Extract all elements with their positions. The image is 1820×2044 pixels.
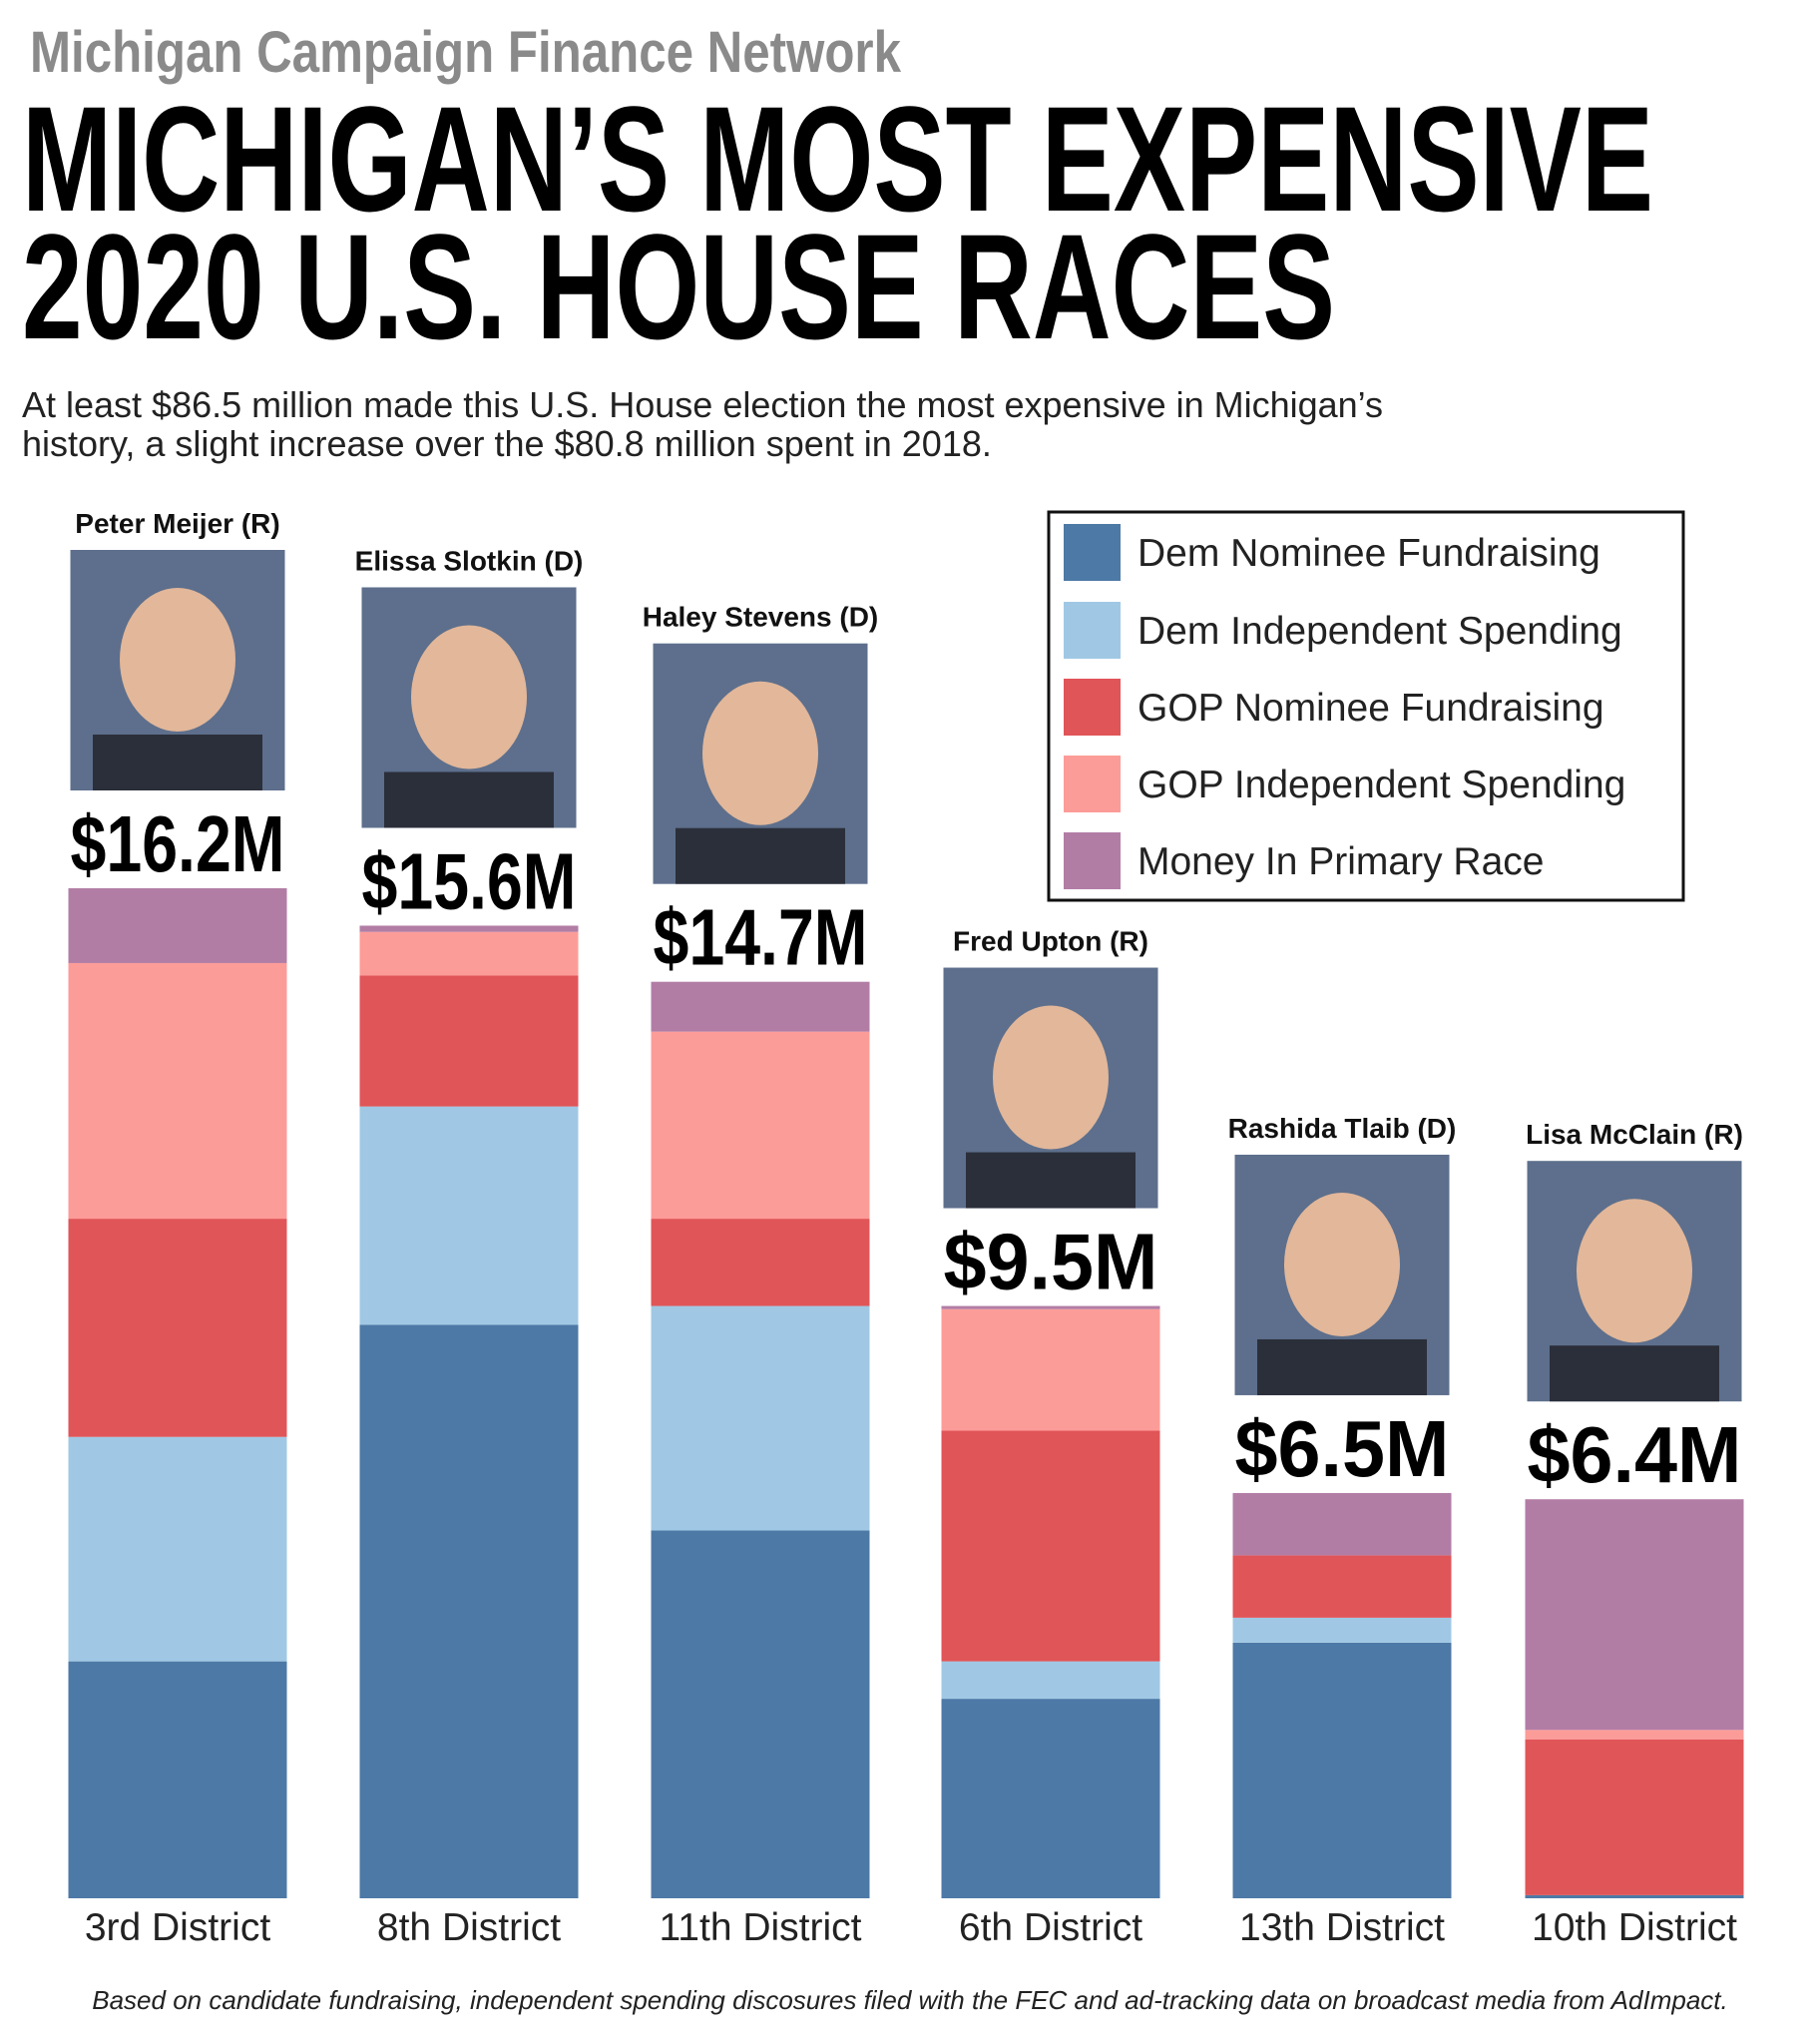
total-label: $9.5M (944, 1218, 1158, 1306)
bar-segment (1232, 1617, 1452, 1643)
legend-swatch (1064, 832, 1121, 889)
bar-segment (1232, 1642, 1452, 1898)
bar-segment (941, 1699, 1160, 1898)
total-label: $15.6M (362, 836, 577, 925)
photo-face (1284, 1192, 1400, 1336)
bar-segment (651, 1530, 870, 1898)
candidate-name: Elissa Slotkin (D) (355, 545, 584, 576)
bar-segment (651, 1305, 870, 1531)
photo-face (120, 588, 235, 732)
photo-shoulders (1257, 1338, 1427, 1395)
bar-segment (1525, 1894, 1744, 1898)
photo-face (702, 681, 818, 825)
photo-face (411, 625, 527, 769)
x-tick-label: 11th District (660, 1906, 862, 1949)
bar-segment (941, 1305, 1160, 1309)
legend-swatch (1064, 524, 1121, 581)
photo-shoulders (384, 771, 554, 828)
legend-label: GOP Independent Spending (1138, 764, 1625, 806)
legend-swatch (1064, 602, 1121, 659)
bar-segment (68, 962, 287, 1220)
chart-title: 2020 U.S. HOUSE RACES (22, 203, 1335, 370)
candidate-name: Rashida Tlaib (D) (1228, 1113, 1457, 1144)
photo-face (993, 1005, 1109, 1150)
legend-box (1047, 510, 1685, 902)
source: Michigan Campaign Finance Network (30, 20, 902, 85)
bar-segment (1525, 1739, 1744, 1895)
legend-label: GOP Nominee Fundraising (1138, 687, 1604, 730)
bar-segment (359, 931, 579, 976)
chart-title: MICHIGAN’S MOST EXPENSIVE (22, 75, 1653, 243)
legend-label: Dem Nominee Fundraising (1138, 532, 1600, 575)
candidate-name: Haley Stevens (D) (643, 602, 879, 633)
candidate-name: Fred Upton (R) (953, 926, 1148, 957)
x-tick-label: 6th District (959, 1906, 1142, 1949)
bar-segment (941, 1308, 1160, 1431)
legend-swatch (1064, 679, 1121, 736)
bar-segment (941, 1430, 1160, 1662)
bar-segment (68, 1661, 287, 1898)
bar-segment (359, 975, 579, 1107)
legend-label: Dem Independent Spending (1138, 610, 1622, 653)
bar-segment (1525, 1499, 1744, 1731)
bar-segment (941, 1661, 1160, 1700)
bar-segment (651, 1031, 870, 1220)
photo-face (1577, 1199, 1692, 1343)
x-tick-label: 13th District (1239, 1906, 1445, 1949)
bar-segment (1232, 1492, 1452, 1556)
photo-shoulders (1550, 1345, 1719, 1402)
photo-shoulders (966, 1152, 1136, 1209)
legend-swatch (1064, 756, 1121, 812)
photo-shoulders (93, 735, 262, 790)
x-tick-label: 3rd District (85, 1906, 271, 1949)
bar-segment (359, 1106, 579, 1325)
subtitle: history, a slight increase over the $80.… (22, 423, 992, 464)
legend-label: Money In Primary Race (1138, 840, 1544, 883)
photo-shoulders (676, 827, 845, 884)
bar-segment (359, 1324, 579, 1898)
total-label: $6.4M (1528, 1410, 1742, 1499)
bar-segment (68, 888, 287, 963)
bar-segment (1232, 1555, 1452, 1618)
x-tick-label: 8th District (377, 1906, 561, 1949)
total-label: $14.7M (654, 893, 868, 982)
bar-segment (359, 925, 579, 932)
x-tick-label: 10th District (1532, 1906, 1737, 1949)
candidate-name: Lisa McClain (R) (1526, 1119, 1743, 1150)
total-label: $16.2M (71, 799, 285, 888)
bar-segment (68, 1219, 287, 1437)
bar-segment (651, 981, 870, 1032)
bar-segment (651, 1219, 870, 1306)
bar-segment (68, 1436, 287, 1662)
candidate-name: Peter Meijer (R) (75, 508, 279, 539)
bar-segment (1525, 1730, 1744, 1740)
footnote: Based on candidate fundraising, independ… (92, 1985, 1727, 2015)
total-label: $6.5M (1235, 1404, 1450, 1493)
subtitle: At least $86.5 million made this U.S. Ho… (22, 384, 1383, 425)
